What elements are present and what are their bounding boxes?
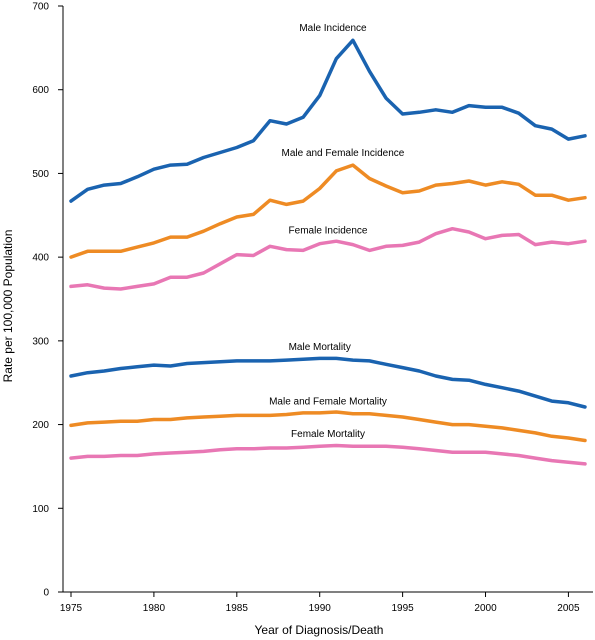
axes xyxy=(62,6,593,593)
x-tick-label: 1990 xyxy=(309,603,332,614)
series-label-female-mortality: Female Mortality xyxy=(291,429,365,440)
series-label-female-incidence: Female Incidence xyxy=(289,226,368,237)
x-tick-label: 1975 xyxy=(60,603,83,614)
y-tick-label: 100 xyxy=(32,504,49,515)
y-axis-title: Rate per 100,000 Population xyxy=(1,230,15,383)
y-tick-label: 700 xyxy=(32,2,49,13)
y-tick-label: 0 xyxy=(43,588,49,599)
x-axis-title: Year of Diagnosis/Death xyxy=(255,623,384,637)
x-tick-label: 1980 xyxy=(143,603,166,614)
x-tick-label: 2005 xyxy=(557,603,580,614)
series-line-male-incidence xyxy=(69,38,587,203)
series-label-male-and-female-incidence: Male and Female Incidence xyxy=(281,148,404,159)
series-line-male-and-female-incidence xyxy=(69,163,587,259)
y-ticks: 0 100 200 300 400 500 600 700 xyxy=(32,2,63,599)
x-tick-label: 1985 xyxy=(226,603,249,614)
series-line-female-mortality xyxy=(69,443,587,466)
y-tick-label: 500 xyxy=(32,169,49,180)
y-tick-label: 600 xyxy=(32,85,49,96)
series-line-female-incidence xyxy=(69,226,587,291)
series-label-male-mortality: Male Mortality xyxy=(289,342,351,353)
y-tick-label: 300 xyxy=(32,336,49,347)
series-line-male-and-female-mortality xyxy=(69,410,587,443)
series-labels: Male Incidence Male and Female Incidence F… xyxy=(269,23,405,440)
y-tick-label: 400 xyxy=(32,253,49,264)
y-tick-label: 200 xyxy=(32,420,49,431)
series-label-male-and-female-mortality: Male and Female Mortality xyxy=(269,396,387,407)
x-tick-label: 1995 xyxy=(391,603,414,614)
series-lines xyxy=(69,38,587,466)
x-ticks: 1975 1980 1985 1990 1995 2000 2005 xyxy=(60,592,580,614)
series-label-male-incidence: Male Incidence xyxy=(299,23,367,34)
x-tick-label: 2000 xyxy=(474,603,497,614)
series-line-male-mortality xyxy=(69,356,587,409)
